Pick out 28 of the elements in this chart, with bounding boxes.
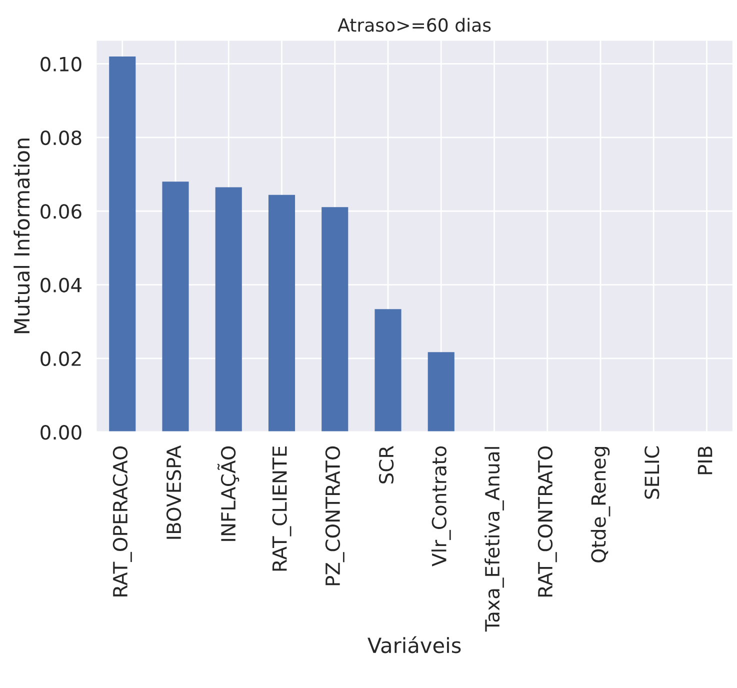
bar [374,309,402,432]
bar [215,187,242,432]
x-tick-label: Taxa_Efetiva_Anual [484,447,504,632]
y-tick-label: 0.08 [40,130,82,146]
x-tick-label: SELIC [644,446,660,499]
y-tick-label: 0.10 [40,56,82,72]
chart-title: Atraso>=60 dias [338,18,491,32]
x-tick-label: INFLAÇÃO [218,446,240,541]
x-tick-label: RAT_CLIENTE [272,446,292,571]
bar [428,352,454,432]
x-axis-title: Variáveis [368,636,461,654]
x-tick-label: PZ_CONTRATO [325,446,344,586]
x-tick-label: PIB [698,446,712,474]
bar [322,207,348,432]
y-tick-label: 0.06 [40,204,82,219]
y-axis-title: Mutual Information [14,138,30,334]
bar [268,194,296,432]
x-tick-label: IBOVESPA [166,445,182,539]
y-tick-label: 0.02 [40,351,81,366]
y-tick-label: 0.04 [40,278,82,292]
x-tick-label: SCR [378,446,394,484]
x-tick-label: RAT_CONTRATO [538,446,557,596]
bar [109,56,136,432]
bar [162,182,189,432]
y-tick-label: 0.00 [40,425,82,440]
x-tick-label: RAT_OPERACAO [112,446,132,596]
x-tick-label: Vlr_Contrato [431,446,451,566]
x-tick-label: Qtde_Reneg [590,447,610,562]
